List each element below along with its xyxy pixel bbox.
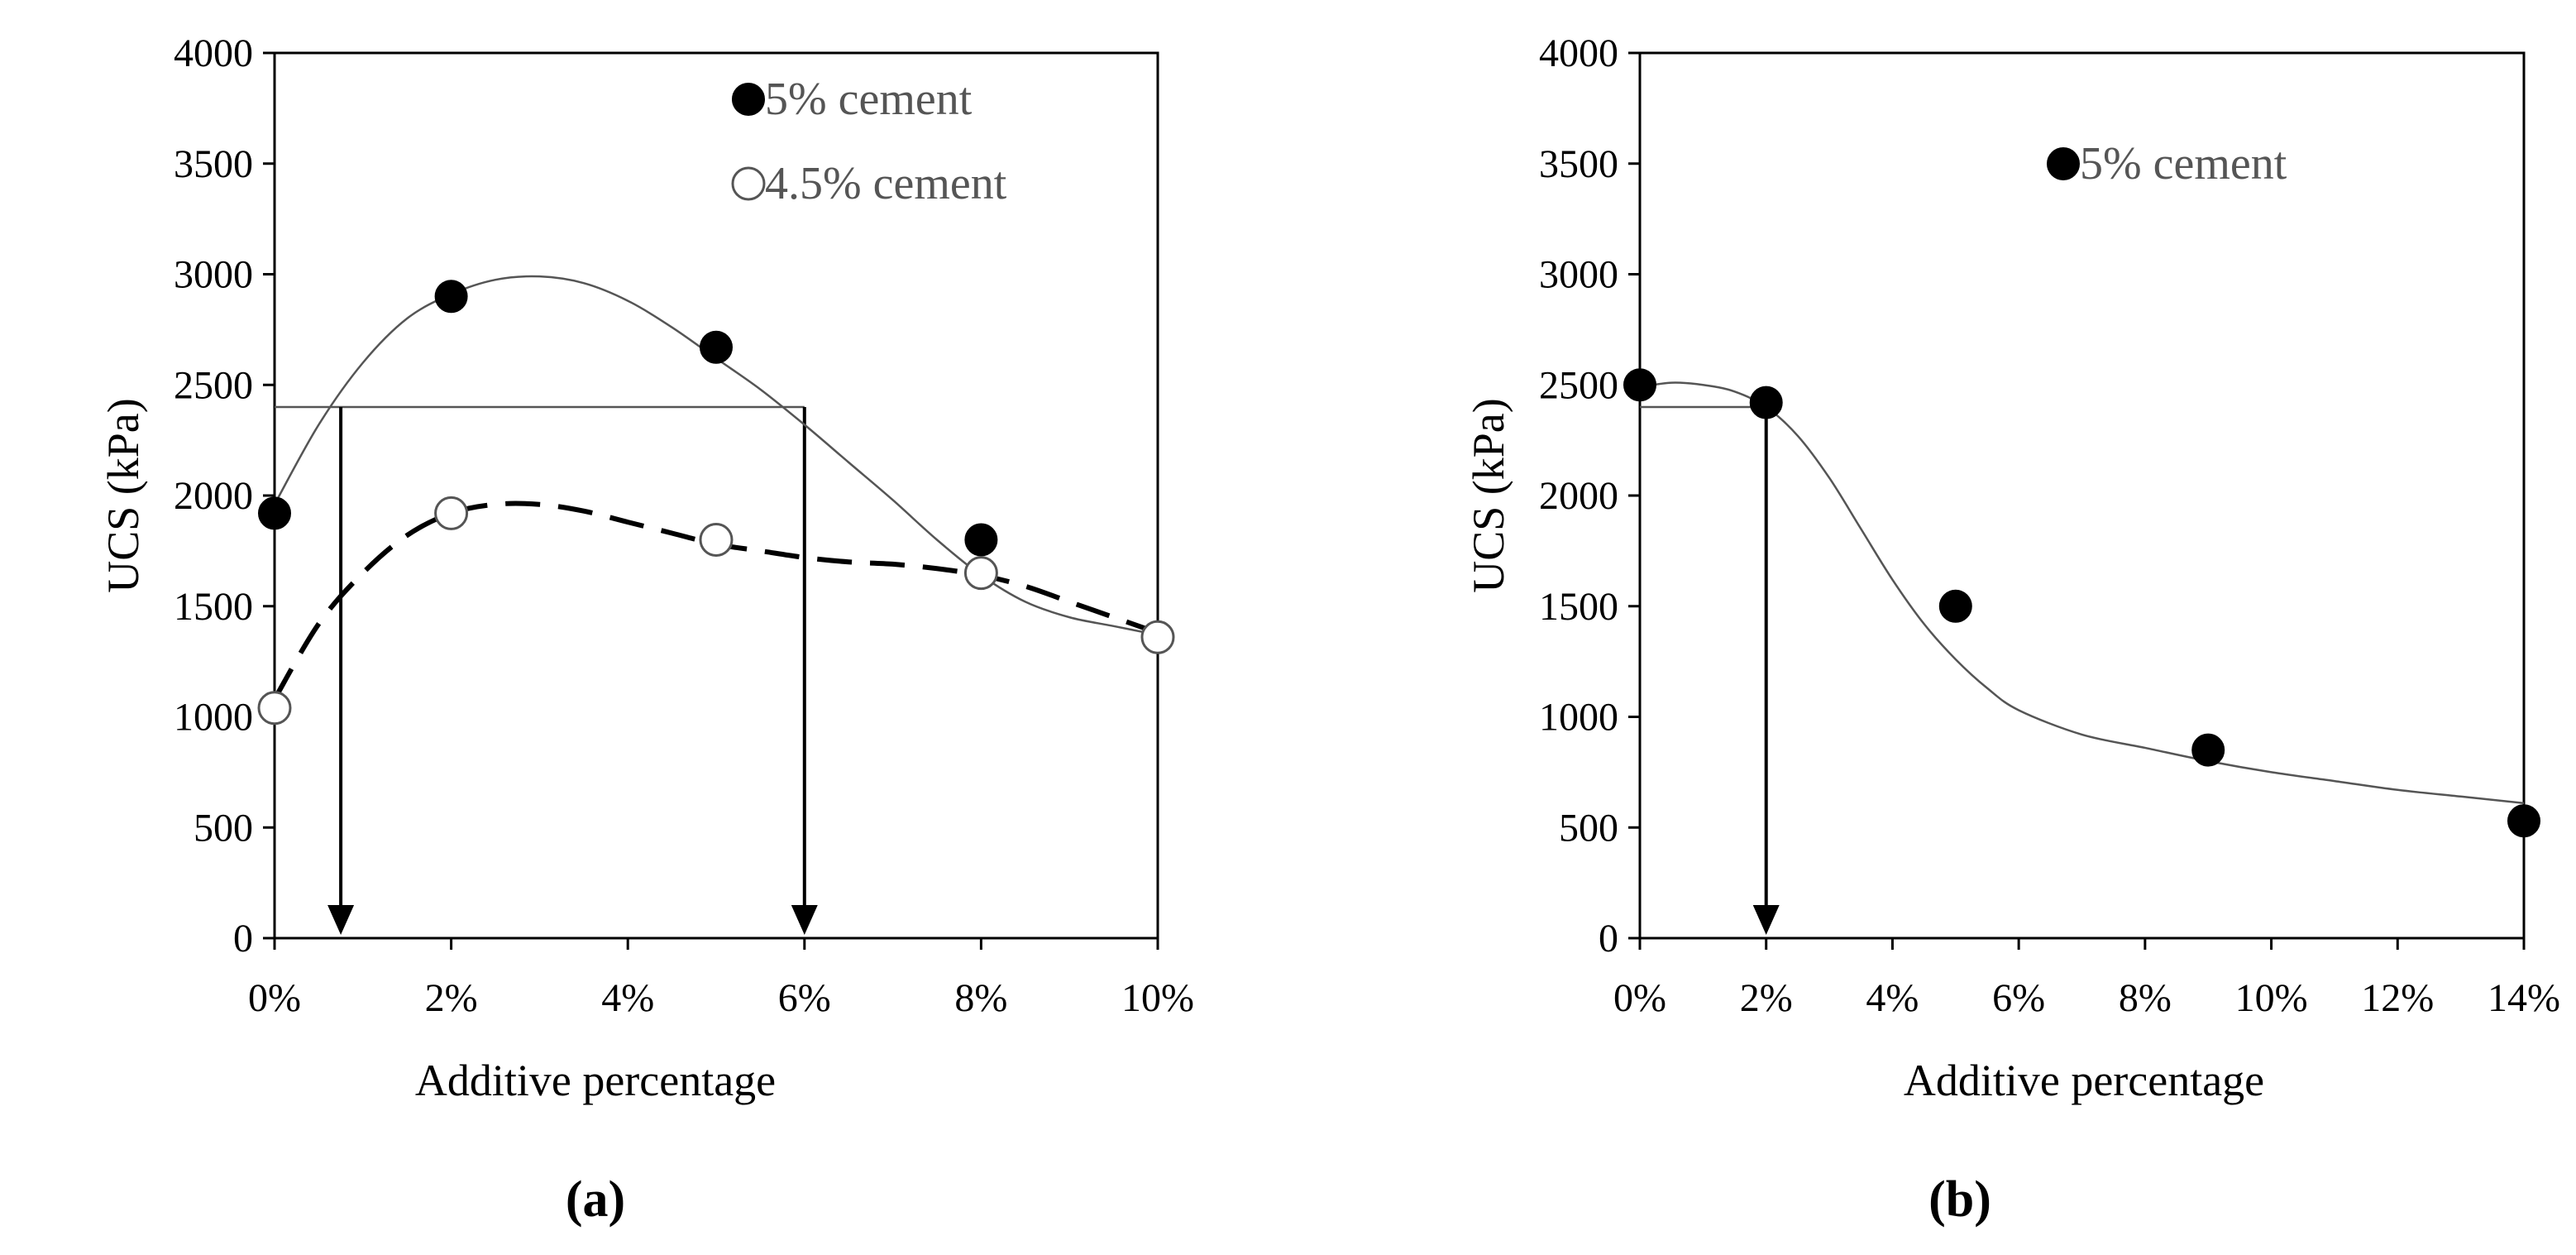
reference-arrowhead [327, 905, 355, 935]
legend-marker [2047, 147, 2080, 180]
y-tick-label: 1500 [174, 585, 253, 629]
legend-marker [731, 166, 766, 201]
y-tick-label: 3500 [1539, 142, 1618, 186]
data-point-open [699, 523, 734, 557]
x-tick-label: 14% [2488, 976, 2560, 1020]
y-tick-label: 500 [194, 806, 253, 850]
data-point-filled [2507, 804, 2540, 838]
y-tick-label: 1000 [1539, 696, 1618, 740]
reference-arrowhead [791, 905, 818, 935]
y-tick-label: 0 [1599, 917, 1618, 960]
x-tick-label: 8% [954, 976, 1007, 1020]
y-tick-label: 3500 [174, 142, 253, 186]
chart-b: 0 500 1000 1500 2000 2500 3000 3500 4000 0% 2% 4% 6%… [1464, 31, 2560, 1228]
panel-label: (a) [566, 1171, 625, 1228]
legend-label: 4.5% cement [765, 158, 1007, 209]
data-point-filled [1749, 386, 1783, 419]
data-point-filled [700, 330, 733, 364]
y-axis-title: UCS (kPa) [98, 398, 148, 593]
data-point-open [963, 556, 998, 591]
y-tick-label: 3000 [1539, 253, 1618, 297]
y-tick-label: 2000 [174, 474, 253, 518]
plot-frame [273, 51, 1159, 940]
trendline-solid [1639, 381, 2525, 805]
y-tick-label: 2500 [1539, 363, 1618, 407]
y-tick-label: 1000 [174, 696, 253, 740]
legend-label: 5% cement [2080, 138, 2287, 189]
data-point-open [257, 691, 292, 726]
x-tick-label: 4% [1866, 976, 1919, 1020]
y-tick-label: 4000 [174, 31, 253, 75]
y-axis-title: UCS (kPa) [1464, 398, 1513, 593]
y-tick-label: 3000 [174, 253, 253, 297]
chart-a: 0 500 1000 1500 2000 2500 3000 3500 4000 0% 2% 4% 6%… [98, 31, 1194, 1228]
data-point-filled [434, 280, 468, 314]
x-tick-label: 10% [1121, 976, 1194, 1020]
x-tick-label: 0% [248, 976, 301, 1020]
data-point-filled [1938, 589, 1972, 623]
x-tick-label: 2% [425, 976, 478, 1020]
x-tick-label: 12% [2361, 976, 2434, 1020]
data-point-filled [2191, 733, 2225, 767]
data-point-filled [258, 496, 291, 530]
x-axis-title: Additive percentage [415, 1056, 776, 1105]
data-point-open [1140, 620, 1175, 654]
x-tick-label: 10% [2235, 976, 2308, 1020]
legend-label: 5% cement [765, 74, 973, 125]
legend-marker [732, 83, 765, 116]
x-axis-title: Additive percentage [1904, 1056, 2264, 1105]
y-tick-label: 0 [233, 917, 253, 960]
y-tick-label: 1500 [1539, 585, 1618, 629]
x-tick-label: 8% [2119, 976, 2172, 1020]
y-tick-label: 2500 [174, 363, 253, 407]
trendline-dashed [272, 501, 1159, 701]
trendline-solid [273, 275, 1159, 636]
data-point-filled [1623, 368, 1656, 402]
y-tick-label: 500 [1559, 806, 1618, 850]
x-tick-label: 4% [601, 976, 654, 1020]
panel-label: (b) [1928, 1171, 1991, 1228]
reference-arrowhead [1752, 905, 1780, 935]
x-tick-label: 2% [1740, 976, 1793, 1020]
y-tick-label: 2000 [1539, 474, 1618, 518]
x-tick-label: 6% [778, 976, 831, 1020]
data-point-filled [964, 523, 998, 557]
x-tick-label: 6% [1992, 976, 2045, 1020]
y-tick-label: 4000 [1539, 31, 1618, 75]
data-point-open [434, 496, 469, 530]
x-tick-label: 0% [1613, 976, 1666, 1020]
